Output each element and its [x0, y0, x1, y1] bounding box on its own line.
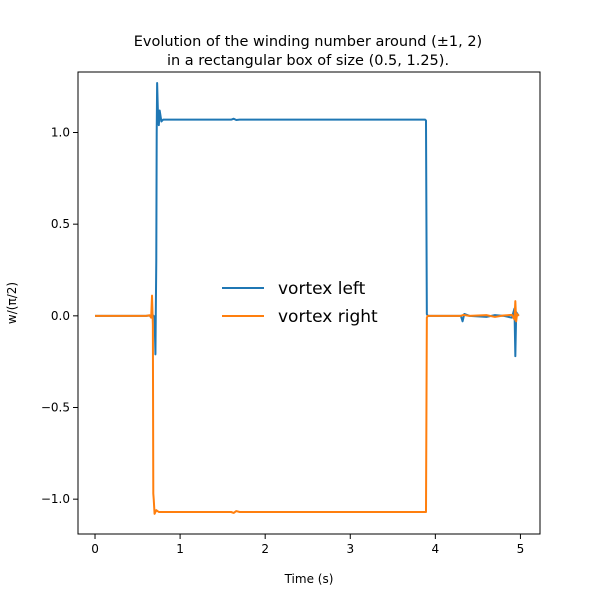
chart-title: Evolution of the winding number around (… — [134, 34, 482, 50]
y-axis-label: w/(π/2) — [5, 282, 19, 324]
legend-label-vortex-right: vortex right — [278, 307, 378, 327]
y-tick-label: 1.0 — [51, 126, 70, 140]
ticks-layer: 0 1 2 3 4 5 −1.0 −0.5 0.0 0.5 1.0 — [41, 126, 524, 557]
legend-label-vortex-left: vortex left — [278, 279, 366, 299]
chart-subtitle: in a rectangular box of size (0.5, 1.25)… — [167, 53, 449, 69]
x-axis-label: Time (s) — [284, 572, 334, 586]
x-tick-label: 4 — [432, 542, 440, 556]
x-tick-label: 0 — [91, 542, 99, 556]
plot-frame — [77, 71, 541, 535]
series-line-vortex-right — [95, 294, 520, 515]
y-tick-label: 0.0 — [51, 309, 70, 323]
y-tick-label: 0.5 — [51, 217, 70, 231]
x-tick-label: 3 — [346, 542, 354, 556]
y-tick-label: −1.0 — [41, 492, 70, 506]
x-tick-label: 2 — [261, 542, 269, 556]
series-layer — [95, 82, 520, 515]
legend: vortex left vortex right — [222, 279, 378, 327]
y-tick-label: −0.5 — [41, 401, 70, 415]
x-tick-label: 1 — [176, 542, 184, 556]
x-tick-label: 5 — [517, 542, 525, 556]
